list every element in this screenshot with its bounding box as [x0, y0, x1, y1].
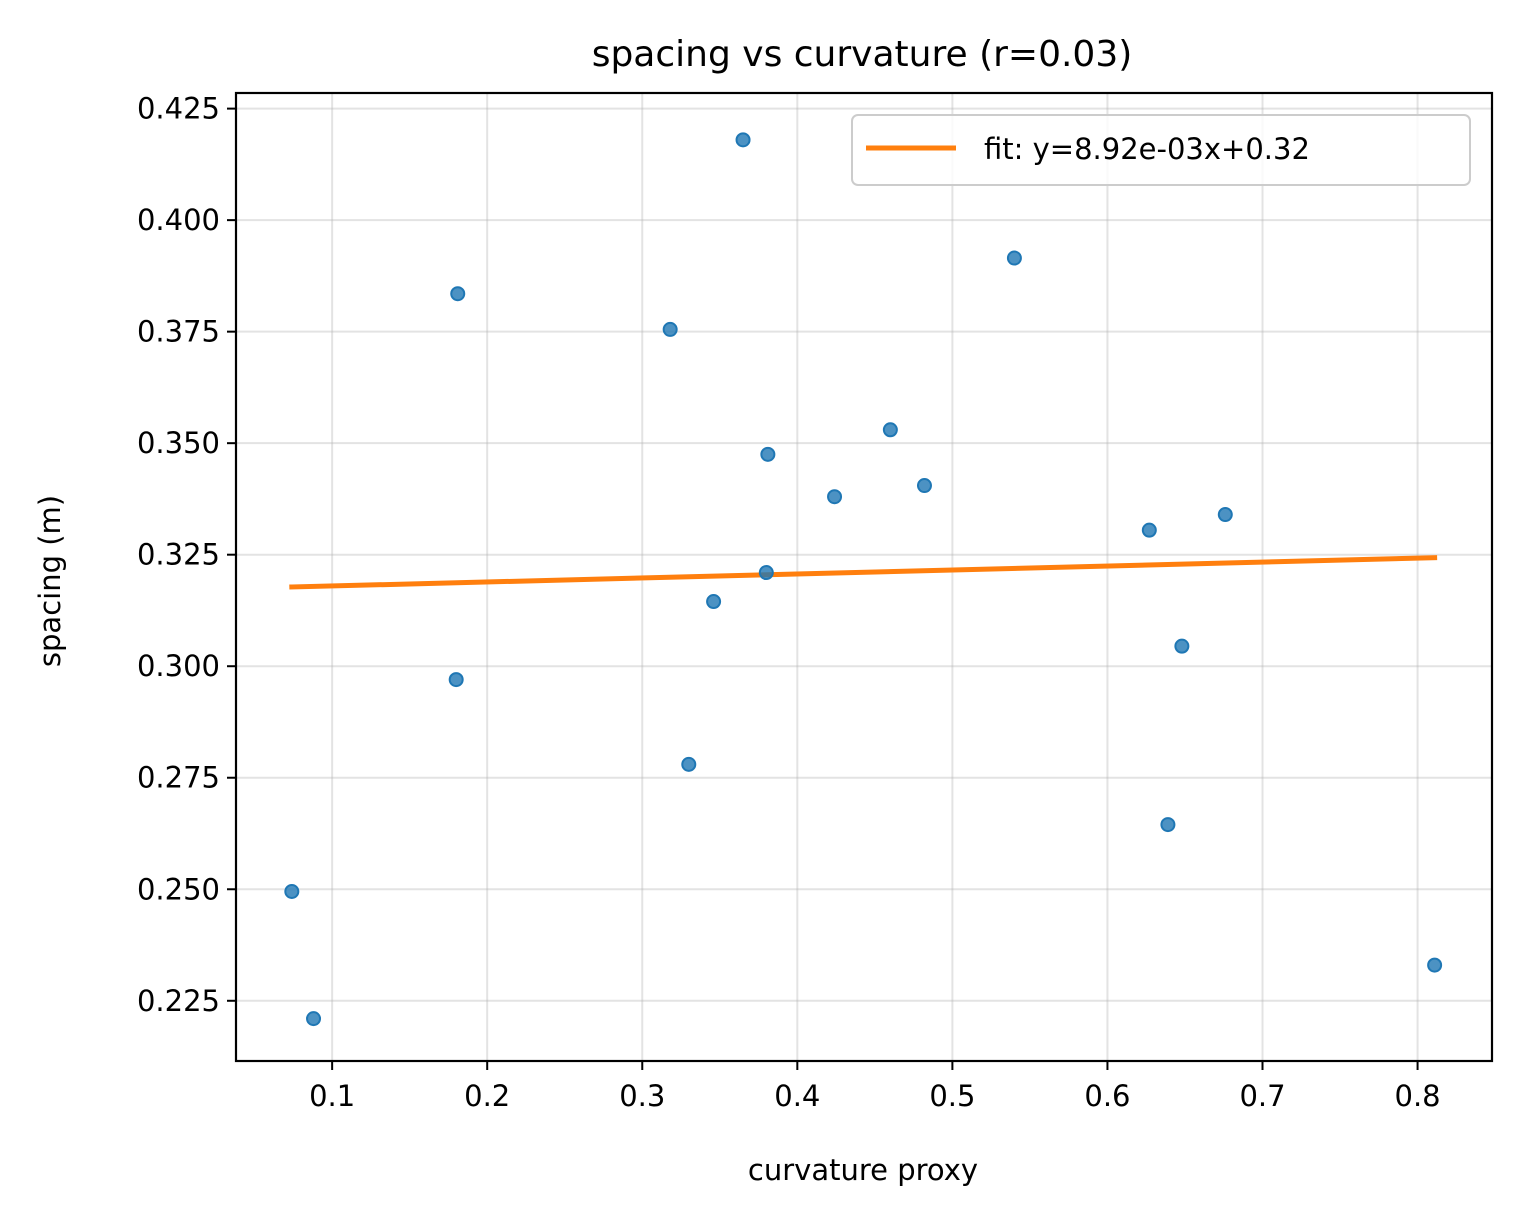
- y-tick-label: 0.375: [137, 315, 220, 349]
- legend: fit: y=8.92e-03x+0.32: [851, 114, 1471, 186]
- x-tick-label: 0.4: [774, 1079, 820, 1113]
- data-point: [1160, 817, 1176, 833]
- y-tick-label: 0.325: [137, 538, 220, 572]
- data-point: [1217, 507, 1233, 523]
- y-tick-label: 0.225: [137, 984, 220, 1018]
- fit-layer: [289, 555, 1438, 590]
- data-point: [827, 489, 843, 505]
- data-point: [1174, 638, 1190, 654]
- x-tick-label: 0.6: [1084, 1079, 1130, 1113]
- x-tick-label: 0.1: [309, 1079, 355, 1113]
- y-tick-label: 0.350: [137, 426, 220, 460]
- data-point: [1006, 250, 1022, 266]
- y-axis-ticks: 0.225 0.250 0.275 0.300 0.325 0.350 0.375 0.400…: [137, 92, 236, 1018]
- plot-area-frame: [234, 91, 1494, 1063]
- data-point: [735, 132, 751, 148]
- data-points: [284, 132, 1443, 1027]
- data-point: [1141, 522, 1157, 538]
- fit-line: [289, 555, 1438, 590]
- y-tick-label: 0.400: [137, 203, 220, 237]
- data-point: [882, 422, 898, 438]
- data-point: [760, 446, 776, 462]
- chart-title: spacing vs curvature (r=0.03): [592, 34, 1133, 75]
- y-tick-label: 0.250: [137, 872, 220, 906]
- data-point: [706, 594, 722, 610]
- grid: [236, 93, 1492, 1061]
- x-tick-label: 0.2: [464, 1079, 510, 1113]
- x-axis-label: curvature proxy: [748, 1153, 978, 1187]
- x-tick-label: 0.3: [619, 1079, 665, 1113]
- data-point: [1427, 957, 1443, 973]
- legend-fit-label: fit: y=8.92e-03x+0.32: [984, 132, 1310, 166]
- data-point: [916, 478, 932, 494]
- data-point: [448, 672, 464, 688]
- data-point: [284, 883, 300, 899]
- data-point: [681, 756, 697, 772]
- data-point: [450, 286, 466, 302]
- data-point: [662, 321, 678, 337]
- data-point: [758, 565, 774, 581]
- y-tick-label: 0.275: [137, 761, 220, 795]
- x-tick-label: 0.8: [1395, 1079, 1441, 1113]
- legend-box: [851, 114, 1471, 186]
- y-axis-label: spacing (m): [33, 495, 67, 667]
- data-point: [306, 1011, 322, 1027]
- x-tick-label: 0.5: [929, 1079, 975, 1113]
- x-tick-label: 0.7: [1239, 1079, 1285, 1113]
- x-axis-ticks: 0.1 0.2 0.3 0.4 0.5 0.6 0.7 0.8: [309, 1061, 1441, 1113]
- y-tick-label: 0.300: [137, 649, 220, 683]
- y-tick-label: 0.425: [137, 92, 220, 126]
